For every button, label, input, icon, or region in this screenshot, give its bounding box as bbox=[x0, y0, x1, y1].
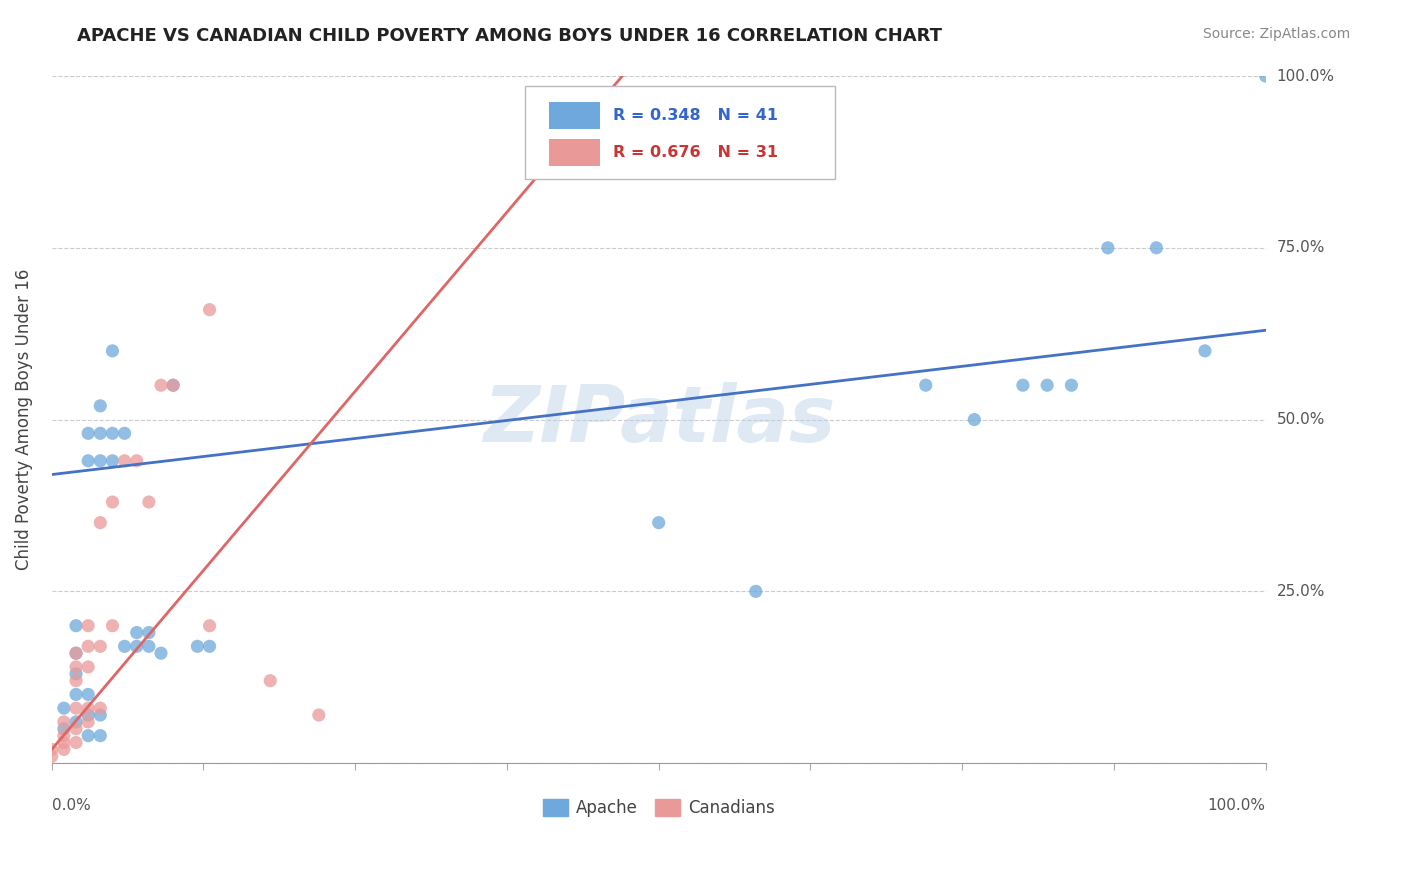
Point bbox=[114, 426, 136, 441]
Point bbox=[77, 701, 100, 715]
Point bbox=[150, 646, 173, 660]
Text: Source: ZipAtlas.com: Source: ZipAtlas.com bbox=[1202, 27, 1350, 41]
Text: APACHE VS CANADIAN CHILD POVERTY AMONG BOYS UNDER 16 CORRELATION CHART: APACHE VS CANADIAN CHILD POVERTY AMONG B… bbox=[77, 27, 942, 45]
Legend: Apache, Canadians: Apache, Canadians bbox=[536, 792, 782, 823]
Point bbox=[77, 714, 100, 729]
Point bbox=[52, 722, 75, 736]
Point bbox=[52, 701, 75, 715]
Text: 50.0%: 50.0% bbox=[1277, 412, 1324, 427]
Point bbox=[52, 729, 75, 743]
Point bbox=[1194, 343, 1216, 358]
Point bbox=[89, 640, 111, 654]
Point bbox=[138, 640, 160, 654]
Point bbox=[1012, 378, 1035, 392]
Text: R = 0.348   N = 41: R = 0.348 N = 41 bbox=[613, 108, 778, 123]
Point bbox=[65, 646, 87, 660]
Point bbox=[77, 660, 100, 674]
Point bbox=[101, 426, 124, 441]
Point bbox=[65, 722, 87, 736]
Point bbox=[101, 343, 124, 358]
Text: 75.0%: 75.0% bbox=[1277, 240, 1324, 255]
Point bbox=[89, 454, 111, 468]
FancyBboxPatch shape bbox=[550, 102, 600, 129]
Point bbox=[1036, 378, 1059, 392]
Point bbox=[745, 584, 768, 599]
Point bbox=[65, 618, 87, 632]
Point bbox=[138, 495, 160, 509]
Point bbox=[914, 378, 936, 392]
Point bbox=[125, 640, 148, 654]
Point bbox=[162, 378, 184, 392]
Point bbox=[89, 729, 111, 743]
Point bbox=[101, 454, 124, 468]
Point bbox=[77, 708, 100, 723]
Point bbox=[89, 399, 111, 413]
Point bbox=[65, 673, 87, 688]
Text: 100.0%: 100.0% bbox=[1208, 797, 1265, 813]
Text: 0.0%: 0.0% bbox=[52, 797, 90, 813]
Point bbox=[89, 426, 111, 441]
Point bbox=[77, 729, 100, 743]
Point bbox=[963, 412, 986, 426]
Point bbox=[77, 618, 100, 632]
Text: ZIPatlas: ZIPatlas bbox=[482, 382, 835, 458]
Point bbox=[89, 516, 111, 530]
Text: R = 0.676   N = 31: R = 0.676 N = 31 bbox=[613, 145, 778, 160]
Point bbox=[647, 516, 669, 530]
Y-axis label: Child Poverty Among Boys Under 16: Child Poverty Among Boys Under 16 bbox=[15, 268, 32, 570]
Point bbox=[41, 749, 63, 764]
Point bbox=[65, 735, 87, 749]
Point bbox=[198, 640, 221, 654]
Point bbox=[186, 640, 208, 654]
FancyBboxPatch shape bbox=[526, 87, 835, 179]
Point bbox=[77, 640, 100, 654]
Text: 25.0%: 25.0% bbox=[1277, 584, 1324, 599]
Point bbox=[52, 735, 75, 749]
FancyBboxPatch shape bbox=[550, 139, 600, 166]
Point bbox=[114, 640, 136, 654]
Point bbox=[52, 714, 75, 729]
Point bbox=[65, 666, 87, 681]
Point bbox=[77, 454, 100, 468]
Point bbox=[101, 618, 124, 632]
Point bbox=[65, 660, 87, 674]
Point bbox=[65, 646, 87, 660]
Point bbox=[65, 701, 87, 715]
Point bbox=[89, 708, 111, 723]
Point bbox=[138, 625, 160, 640]
Point bbox=[65, 687, 87, 701]
Text: 100.0%: 100.0% bbox=[1277, 69, 1334, 84]
Point bbox=[259, 673, 281, 688]
Point bbox=[1097, 241, 1119, 255]
Point bbox=[77, 426, 100, 441]
Point bbox=[1254, 69, 1277, 83]
Point bbox=[52, 742, 75, 756]
Point bbox=[114, 454, 136, 468]
Point bbox=[198, 618, 221, 632]
Point bbox=[150, 378, 173, 392]
Point bbox=[65, 714, 87, 729]
Point bbox=[198, 302, 221, 317]
Point bbox=[89, 701, 111, 715]
Point bbox=[1144, 241, 1167, 255]
Point bbox=[125, 625, 148, 640]
Point bbox=[162, 378, 184, 392]
Point bbox=[1060, 378, 1083, 392]
Point bbox=[41, 742, 63, 756]
Point bbox=[77, 687, 100, 701]
Point bbox=[101, 495, 124, 509]
Point bbox=[308, 708, 330, 723]
Point bbox=[125, 454, 148, 468]
